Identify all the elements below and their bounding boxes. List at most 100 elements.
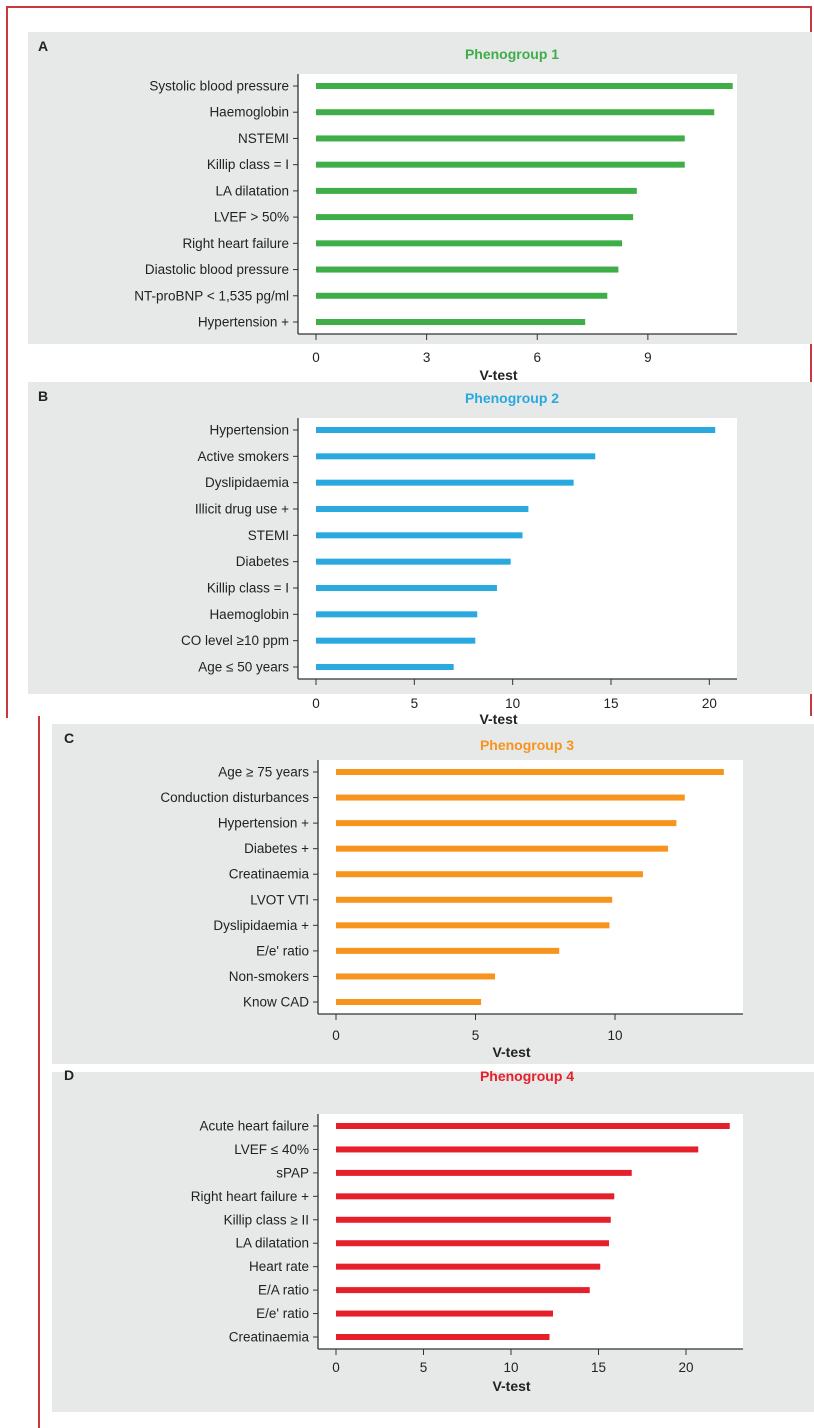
panel-d-plot-area: [318, 1114, 743, 1349]
category-label: Diabetes: [236, 554, 290, 569]
category-label: Hypertension +: [198, 315, 289, 330]
bar: [336, 871, 643, 878]
x-tick-label: 5: [420, 1360, 428, 1375]
bar: [316, 214, 634, 221]
bar: [316, 506, 529, 512]
category-label: Creatinaemia: [229, 867, 310, 882]
bar: [316, 135, 685, 142]
x-tick-label: 0: [312, 696, 320, 711]
bar: [336, 1216, 611, 1223]
bar: [336, 999, 482, 1005]
category-label: Haemoglobin: [209, 105, 289, 120]
bar: [316, 664, 454, 670]
panel-a-plot-area: [298, 74, 737, 334]
bar: [316, 453, 596, 460]
category-label: E/A ratio: [258, 1283, 309, 1298]
x-tick-label: 10: [503, 1360, 518, 1375]
bar: [336, 1169, 632, 1176]
bar: [336, 794, 685, 801]
bar: [316, 319, 586, 325]
bar: [316, 109, 715, 116]
bar: [336, 922, 610, 929]
bar: [336, 1146, 699, 1153]
category-label: STEMI: [248, 528, 289, 543]
category-label: Diabetes +: [244, 841, 309, 856]
category-label: Heart rate: [249, 1259, 309, 1274]
bar: [336, 1123, 730, 1129]
category-label: Killip class = I: [207, 581, 289, 596]
bar: [336, 1240, 609, 1247]
category-label: Age ≥ 75 years: [218, 765, 309, 780]
x-tick-label: 20: [678, 1360, 693, 1375]
category-label: Creatinaemia: [229, 1330, 310, 1345]
category-label: Dyslipidaemia +: [213, 918, 309, 933]
bar: [316, 479, 574, 486]
panel-a-letter: A: [38, 38, 48, 54]
category-label: sPAP: [276, 1165, 309, 1180]
x-tick-label: 0: [332, 1028, 340, 1043]
category-label: LVEF > 50%: [214, 210, 289, 225]
category-label: E/e' ratio: [256, 943, 309, 958]
bar: [316, 187, 637, 194]
category-label: LVOT VTI: [250, 892, 309, 907]
category-label: Conduction disturbances: [160, 790, 309, 805]
category-label: Know CAD: [243, 995, 309, 1010]
figure-frame-top: [6, 6, 812, 718]
x-tick-label: 9: [644, 350, 652, 365]
category-label: Haemoglobin: [209, 607, 289, 622]
category-label: Right heart failure: [182, 236, 289, 251]
bar: [336, 973, 496, 980]
category-label: Non-smokers: [229, 969, 310, 984]
panel-a: A Phenogroup 1 Systolic blood pressure Haem…: [28, 32, 812, 383]
panel-b-letter: B: [38, 388, 48, 404]
bar: [316, 427, 716, 433]
category-label: Diastolic blood pressure: [145, 262, 289, 277]
category-label: Right heart failure +: [191, 1189, 309, 1204]
category-label: CO level ≥10 ppm: [181, 633, 289, 648]
bar: [336, 820, 677, 827]
x-tick-label: 3: [423, 350, 431, 365]
bar: [336, 1310, 553, 1317]
panel-b-title: Phenogroup 2: [465, 390, 559, 406]
bar: [336, 769, 724, 775]
x-tick-label: 20: [702, 696, 717, 711]
panel-b-x-axis-label: V-test: [479, 711, 517, 727]
x-tick-label: 10: [505, 696, 520, 711]
bar: [316, 637, 476, 644]
panel-d: D Phenogroup 4 Acute heart failure LVEF ≤ 4…: [52, 1067, 814, 1412]
category-label: NSTEMI: [238, 131, 289, 146]
bar: [336, 896, 613, 903]
category-label: Hypertension +: [218, 816, 309, 831]
panel-c: C Phenogroup 3 Age ≥ 75 years Conduction di…: [52, 724, 814, 1064]
panel-c-x-axis-label: V-test: [492, 1044, 530, 1060]
x-tick-label: 5: [472, 1028, 480, 1043]
bar: [316, 83, 733, 89]
x-tick-label: 6: [533, 350, 541, 365]
category-label: Systolic blood pressure: [149, 79, 289, 94]
bar: [336, 1193, 615, 1200]
panel-c-plot-area: [318, 760, 743, 1014]
category-label: Age ≤ 50 years: [198, 660, 289, 675]
category-label: LA dilatation: [235, 1236, 309, 1251]
panel-b-plot-area: [298, 418, 737, 679]
bar: [336, 1287, 590, 1294]
panel-d-title: Phenogroup 4: [480, 1068, 574, 1084]
panel-a-x-axis-label: V-test: [479, 367, 517, 383]
category-label: NT-proBNP < 1,535 pg/ml: [134, 288, 289, 303]
bar: [316, 240, 623, 247]
category-label: Acute heart failure: [199, 1119, 309, 1134]
figure-frame-right: [810, 6, 812, 716]
x-tick-label: 15: [591, 1360, 606, 1375]
bar: [316, 532, 523, 539]
panel-d-letter: D: [64, 1067, 74, 1083]
category-label: Illicit drug use +: [195, 502, 289, 517]
category-label: Hypertension: [209, 423, 289, 438]
category-label: LVEF ≤ 40%: [234, 1142, 309, 1157]
category-label: Killip class ≥ II: [224, 1212, 309, 1227]
x-tick-label: 5: [411, 696, 419, 711]
bar: [316, 292, 608, 299]
bar: [336, 1263, 601, 1270]
category-label: Active smokers: [197, 449, 289, 464]
category-label: E/e' ratio: [256, 1306, 309, 1321]
